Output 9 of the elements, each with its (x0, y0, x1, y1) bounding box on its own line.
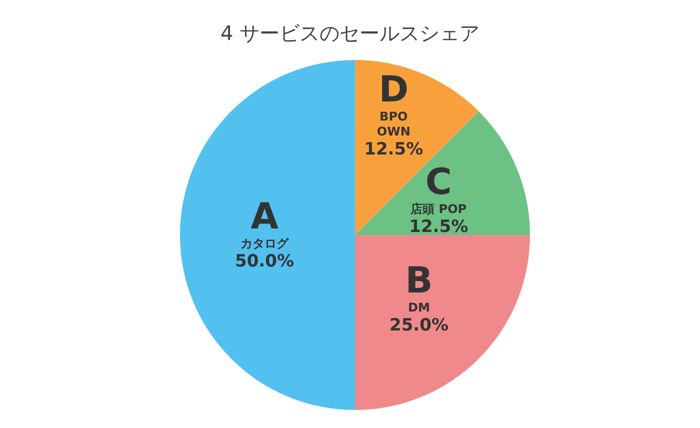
slice-label: B DM (405, 260, 433, 314)
slice-label: A カタログ (240, 196, 290, 250)
slice-label: D BPO OWN (376, 69, 410, 138)
data-label: 50.0% (235, 252, 294, 272)
data-label: 12.5% (409, 216, 468, 237)
chart-title: 4 サービスのセールスシェア (220, 21, 480, 45)
data-label: 25.0% (390, 315, 448, 336)
slice-label: C 店頭 POP (410, 162, 467, 216)
data-label: 12.5% (364, 139, 424, 160)
